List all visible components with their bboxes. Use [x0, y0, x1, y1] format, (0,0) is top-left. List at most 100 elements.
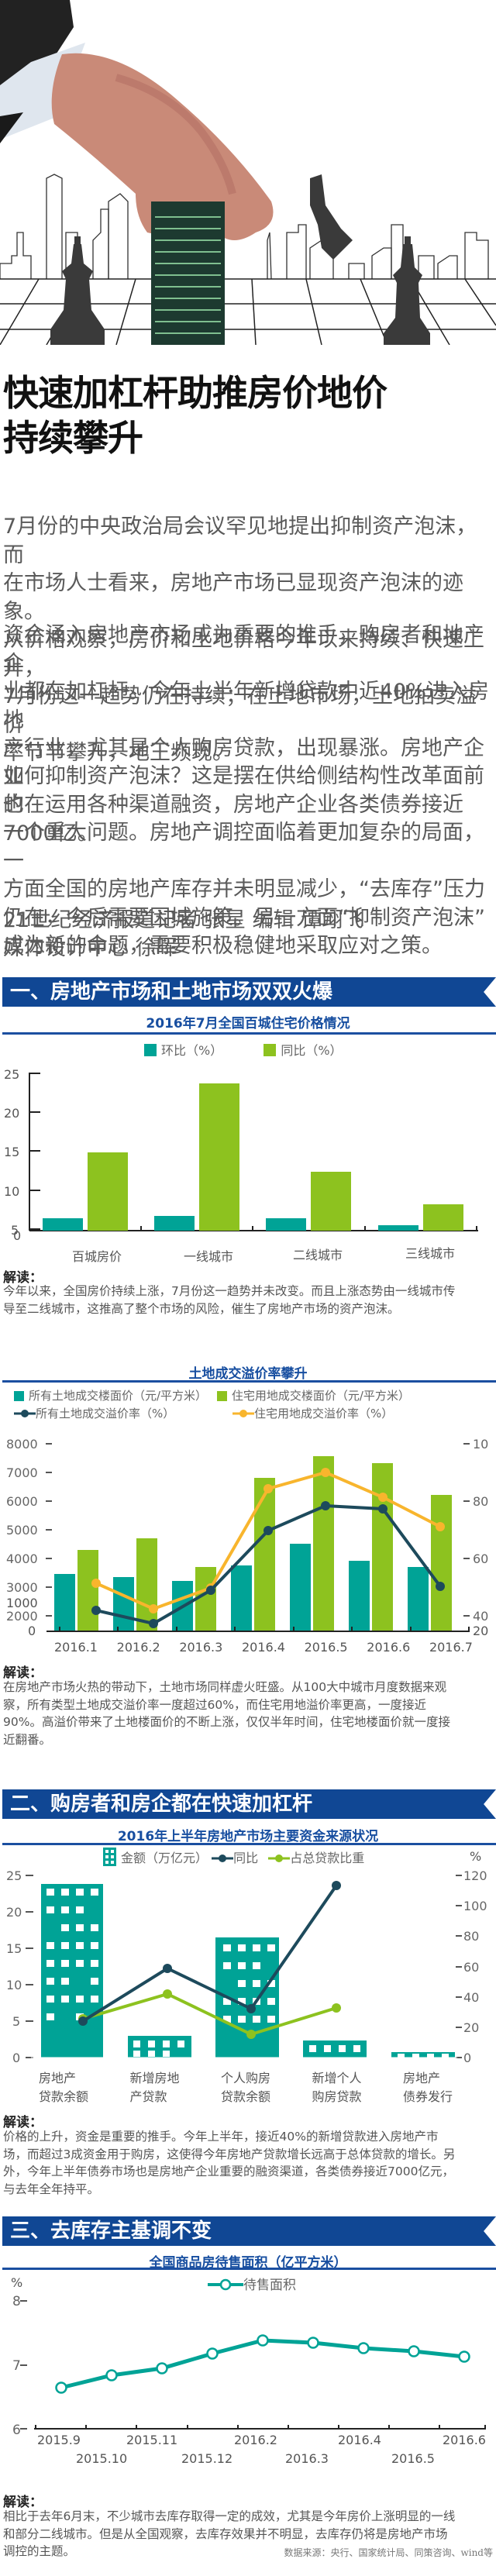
x-label: 2016.2 — [116, 1640, 160, 1655]
legend-label: 环比（%） — [161, 1043, 223, 1058]
chart-2-title: 土地成交溢价率攀升 — [188, 1366, 308, 1382]
x-label: 2016.6 — [443, 2433, 486, 2447]
legend-item: 占总贷款比重 — [268, 1851, 364, 1865]
hero-image — [0, 0, 496, 345]
green-line-marker-icon — [268, 1855, 291, 1862]
text-line: 从价格观察，房价和土地价格今年以来持续、快速上升， — [3, 628, 484, 680]
x-label: 新增房地 产贷款 — [129, 2071, 180, 2104]
text-line: 与去年全年持平。 — [3, 2182, 100, 2196]
legend-label: 占总贷款比重 — [290, 1851, 365, 1865]
chart-3-x-labels: 房地产 贷款余额 新增房地 产贷款 个人购房 贷款余额 新增个人 购房贷款 房地产 债券发… — [39, 2068, 473, 2105]
svg-text:100: 100 — [463, 1899, 487, 1913]
text-line: 产行业，尤其是个人购房贷款，出现暴涨。房地产企业 — [3, 736, 484, 789]
x-label: 2016.1 — [54, 1640, 98, 1655]
svg-text:20: 20 — [6, 1905, 22, 1920]
chart-4-legend: 待售面积 — [208, 2274, 296, 2293]
legend-label: 住宅用地成交溢价率（%） — [254, 1407, 394, 1421]
legend-label: 金额（万亿元） — [121, 1851, 208, 1865]
svg-text:0: 0 — [463, 2051, 471, 2065]
paragraph-1: 7月份的中央政治局会议罕见地提出抑制资产泡沫，而 在市场人士看来，房地产市场已显… — [3, 513, 493, 768]
text-line: 资金涌入房地产市场成为重要的推手，购房者和地产企 — [3, 623, 484, 676]
interpretation-text: 在房地产市场火热的带动下，土地市场同样虚火旺盛。从100大中城市月度数据来观 察… — [3, 1679, 494, 1748]
svg-text:4000: 4000 — [6, 1551, 38, 1566]
x-label: 2016.3 — [285, 2451, 329, 2466]
orange-line-marker-icon — [232, 1410, 255, 1417]
x-label: 2015.9 — [37, 2433, 81, 2447]
svg-text:120: 120 — [463, 1868, 487, 1883]
svg-text:2000: 2000 — [6, 1609, 38, 1624]
interpretation-heading: 解读： — [3, 2115, 43, 2130]
interpretation-text: 价格的上升，资金是重要的推手。今年上半年，接近40%的新增贷款进入房地产市 场，… — [3, 2128, 494, 2198]
legend-label: 所有土地成交楼面价（元/平方米） — [29, 1389, 208, 1403]
text-line: 在市场人士看来，房地产市场已显现资产泡沫的迹象。 — [3, 571, 463, 624]
teal-swatch-icon — [14, 1391, 24, 1401]
paragraph-2: 资金涌入房地产市场成为重要的推手，购房者和地产企 业都在加杠杆。今年上半年新增贷… — [3, 622, 493, 848]
text-line: 如何抑制资产泡沫？这是摆在供给侧结构性改革面前的 — [3, 764, 484, 817]
title-line-2: 持续攀升 — [3, 417, 143, 459]
x-label: 2016.3 — [179, 1640, 223, 1655]
svg-text:5000: 5000 — [6, 1523, 38, 1538]
chart-2-legend: 所有土地成交楼面价（元/平方米） 住宅用地成交楼面价（元/平方米） 所有土地成交… — [14, 1387, 410, 1421]
navy-line — [81, 1884, 338, 2023]
y-tick: 1000 — [6, 1596, 38, 1610]
x-label: 三线城市 — [405, 1246, 455, 1261]
svg-text:7000: 7000 — [6, 1465, 38, 1480]
legend-item: 所有土地成交楼面价（元/平方米） — [14, 1389, 207, 1403]
x-label: 2015.11 — [126, 2433, 178, 2447]
svg-text:10: 10 — [473, 1437, 488, 1452]
x-label: 个人购房 贷款余额 — [221, 2071, 271, 2104]
chart-1-legend: 环比（%） 同比（%） — [144, 1040, 343, 1059]
chart-2-bars — [54, 1456, 452, 1631]
x-label: 二线城市 — [292, 1248, 343, 1262]
legend-item: 住宅用地成交楼面价（元/平方米） — [216, 1389, 410, 1403]
chart-3-legend: 金额（万亿元） 同比 占总贷款比重 — [103, 1848, 364, 1866]
x-label: 2016.5 — [391, 2451, 435, 2466]
legend-label: 同比 — [233, 1851, 259, 1865]
x-label: 2016.5 — [304, 1640, 348, 1655]
text-line: 也在运用各种渠道融资，房地产企业各类债券接近 — [3, 793, 463, 817]
byline: 21世纪经济报道记者 张星 编辑 谭翊飞 媒体设计中心 徐晖 — [3, 907, 363, 963]
green-line — [82, 1992, 337, 2037]
y2-tick: 20 — [473, 1624, 489, 1638]
x-label: 2016.6 — [367, 1640, 411, 1655]
x-label: 一线城市 — [183, 1249, 233, 1264]
text-line: 7000亿。 — [3, 821, 98, 845]
text-line: 外，今年上半年债券市场也是房地产企业重要的融资渠道，各类债券接近7000亿元， — [3, 2164, 454, 2178]
x-label: 2016.4 — [241, 1640, 285, 1655]
text-line: 方面全国的房地产库存并未明显减少，“去库存”压力 — [3, 877, 485, 901]
section-1-banner: 一、房地产市场和土地市场双双火爆 — [2, 977, 496, 1007]
text-line: 90%。高溢价带来了土地楼面价的不断上涨，仅仅半年时间，住宅地楼面价就一度接 — [3, 1715, 450, 1729]
svg-text:8: 8 — [12, 2294, 21, 2309]
x-label: 2016.7 — [429, 1640, 473, 1655]
x-label: 2015.12 — [181, 2451, 233, 2466]
y-tick: 0 — [28, 1624, 36, 1638]
svg-text:60: 60 — [463, 1960, 479, 1975]
svg-text:15: 15 — [6, 1941, 22, 1956]
x-label: 2015.10 — [76, 2451, 128, 2466]
text-line: 仍在，今后需要因城施策。另一方面“抑制资产泡沫” — [3, 905, 485, 930]
text-line: 价格的上升，资金是重要的推手。今年上半年，接近40%的新增贷款进入房地产市 — [3, 2130, 439, 2144]
legend-item: 所有土地成交溢价率（%） — [14, 1407, 174, 1421]
teal-line — [60, 2338, 465, 2390]
title-line-1: 快速加杠杆助推房价地价 — [3, 372, 388, 414]
legend-label: 住宅用地成交楼面价（元/平方米） — [231, 1389, 410, 1403]
x-label: 房地产 贷款余额 — [39, 2071, 89, 2104]
text-line: 业都在加杠杆。今年上半年新增贷款中近40%进入房地 — [3, 680, 490, 732]
text-line: 7月份的中央政治局会议罕见地提出抑制资产泡沫，而 — [3, 515, 477, 567]
chart-3-plot: 25 20 15 10 5 0 120 100 80 60 40 20 0 — [6, 1868, 487, 2065]
text-line: 7月份这一趋势仍在持续；在土地市场，土地拍卖溢价 — [3, 684, 477, 737]
svg-text:8000: 8000 — [6, 1437, 38, 1452]
divider — [2, 1843, 496, 1845]
svg-text:15: 15 — [4, 1145, 19, 1159]
legend-label: 同比（%） — [281, 1043, 343, 1058]
navy-line-marker-icon — [14, 1410, 36, 1417]
text-line: 在房地产市场火热的带动下，土地市场同样虚火旺盛。从100大中城市月度数据来观 — [3, 1680, 447, 1694]
chart-2-plot: 8000 7000 6000 5000 4000 3000 2000 10 80 60 40 — [6, 1437, 488, 1632]
chess-skyline-illustration — [0, 0, 496, 345]
svg-text:6: 6 — [12, 2423, 21, 2437]
divider — [2, 1380, 496, 1383]
x-label: 房地产 债券发行 — [403, 2071, 453, 2104]
svg-text:80: 80 — [463, 1929, 479, 1944]
chart-4-plot: 8 7 6 — [12, 2294, 486, 2437]
